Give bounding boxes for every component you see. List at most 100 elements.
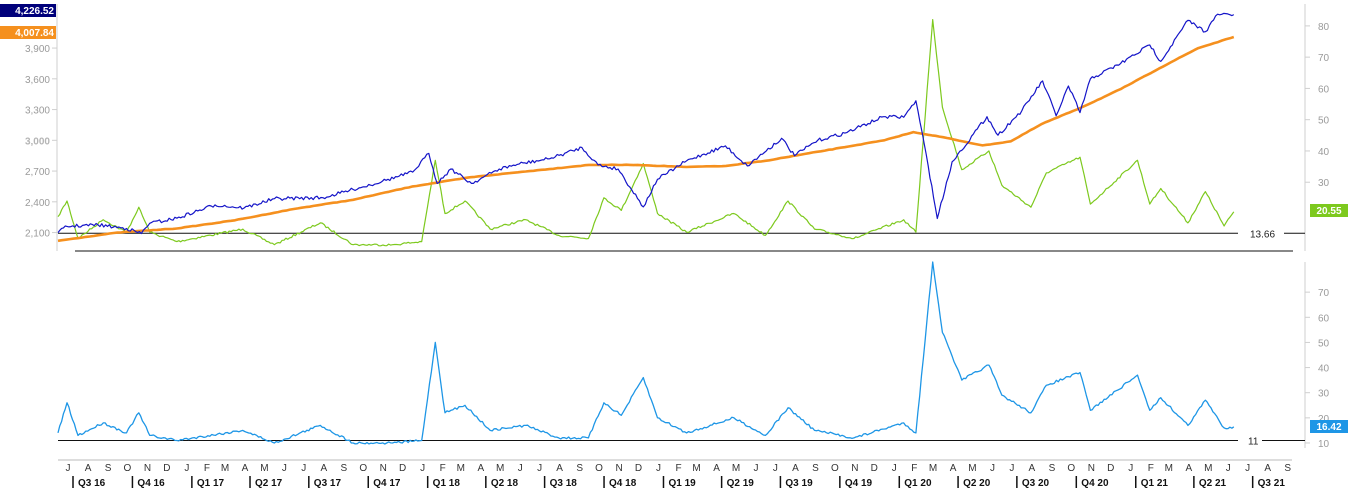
- bottom-axis-tick-label: 10: [1318, 439, 1330, 450]
- month-tick-label: J: [1245, 463, 1250, 474]
- month-tick-label: J: [537, 463, 542, 474]
- quarter-tick-label: Q2 18: [491, 478, 519, 489]
- month-tick-label: S: [812, 463, 819, 474]
- right-axis-tick-label: 40: [1318, 147, 1330, 158]
- quarter-tick-label: Q3 18: [550, 478, 578, 489]
- left-axis-tick-label: 3,300: [25, 106, 50, 117]
- month-tick-label: J: [420, 463, 425, 474]
- month-tick-label: A: [556, 463, 563, 474]
- vix-last-badge-text: 20.55: [1316, 206, 1341, 217]
- month-tick-label: F: [1148, 463, 1154, 474]
- quarter-tick-label: Q3 17: [314, 478, 342, 489]
- quarter-tick-label: Q3 21: [1258, 478, 1286, 489]
- month-tick-label: A: [950, 463, 957, 474]
- vix-bottom-badge: [1310, 420, 1348, 433]
- month-tick-label: M: [929, 463, 937, 474]
- moving-average-badge-text: 4,007.84: [15, 28, 54, 39]
- month-tick-label: J: [1226, 463, 1231, 474]
- quarter-tick-label: Q1 19: [668, 478, 696, 489]
- month-tick-label: F: [911, 463, 917, 474]
- quarter-tick-label: Q4 19: [845, 478, 873, 489]
- month-tick-label: J: [892, 463, 897, 474]
- month-tick-label: J: [518, 463, 523, 474]
- quarter-tick-label: Q1 21: [1141, 478, 1169, 489]
- quarter-tick-label: Q4 20: [1081, 478, 1109, 489]
- month-tick-label: O: [595, 463, 603, 474]
- vix-bottom-badge-text: 16.42: [1316, 422, 1341, 433]
- month-tick-label: J: [1009, 463, 1014, 474]
- quarter-tick-label: Q2 21: [1199, 478, 1227, 489]
- month-tick-label: N: [615, 463, 622, 474]
- month-tick-label: M: [1165, 463, 1173, 474]
- left-axis-tick-label: 3,000: [25, 136, 50, 147]
- month-tick-label: N: [1088, 463, 1095, 474]
- right-axis-tick-label: 50: [1318, 116, 1330, 127]
- month-tick-label: M: [968, 463, 976, 474]
- month-tick-label: M: [732, 463, 740, 474]
- month-tick-label: J: [184, 463, 189, 474]
- month-tick-label: S: [1049, 463, 1056, 474]
- month-tick-label: J: [990, 463, 995, 474]
- quarter-tick-label: Q3 19: [785, 478, 813, 489]
- month-tick-label: S: [105, 463, 112, 474]
- left-axis-tick-label: 3,600: [25, 75, 50, 86]
- month-tick-label: S: [1284, 463, 1291, 474]
- month-tick-label: M: [221, 463, 229, 474]
- month-tick-label: M: [1204, 463, 1212, 474]
- bottom-axis-tick-label: 40: [1318, 364, 1330, 375]
- month-tick-label: J: [66, 463, 71, 474]
- month-tick-label: M: [496, 463, 504, 474]
- month-tick-label: D: [163, 463, 170, 474]
- right-axis-tick-label: 30: [1318, 178, 1330, 189]
- bottom-axis-tick-label: 20: [1318, 414, 1330, 425]
- month-tick-label: F: [440, 463, 446, 474]
- month-tick-label: S: [341, 463, 348, 474]
- month-tick-label: A: [792, 463, 799, 474]
- month-tick-label: O: [359, 463, 367, 474]
- month-tick-label: S: [576, 463, 583, 474]
- month-tick-label: A: [320, 463, 327, 474]
- left-axis-tick-label: 2,400: [25, 198, 50, 209]
- month-tick-label: O: [1067, 463, 1075, 474]
- reference-label-11: 11: [1248, 436, 1259, 447]
- bottom-axis-tick-label: 50: [1318, 338, 1330, 349]
- right-axis-tick-label: 70: [1318, 53, 1330, 64]
- month-tick-label: D: [1107, 463, 1114, 474]
- bottom-axis-tick-label: 60: [1318, 313, 1330, 324]
- vix-bottom-line: [57, 261, 1235, 445]
- quarter-tick-label: Q1 18: [433, 478, 461, 489]
- month-tick-label: A: [477, 463, 484, 474]
- spx-price-line: [57, 12, 1235, 235]
- month-tick-label: A: [85, 463, 92, 474]
- right-axis-tick-label: 80: [1318, 22, 1330, 33]
- bottom-panel: 10 20 30 40 50 60 70 11 16.42: [57, 261, 1348, 450]
- quarter-tick-label: Q3 20: [1022, 478, 1050, 489]
- quarter-tick-label: Q3 16: [78, 478, 106, 489]
- last-price-badge: [0, 4, 56, 17]
- month-tick-label: F: [675, 463, 681, 474]
- month-tick-label: N: [144, 463, 151, 474]
- month-tick-label: D: [871, 463, 878, 474]
- quarter-tick-label: Q4 16: [137, 478, 165, 489]
- left-axis-tick-label: 2,100: [25, 229, 50, 240]
- quarter-tick-label: Q1 20: [904, 478, 932, 489]
- moving-average-line: [57, 35, 1235, 243]
- right-axis-tick-label: 60: [1318, 84, 1330, 95]
- quarter-tick-label: Q2 19: [727, 478, 755, 489]
- month-tick-label: N: [851, 463, 858, 474]
- month-tick-label: N: [380, 463, 387, 474]
- month-tick-label: J: [773, 463, 778, 474]
- reference-label-13-66: 13.66: [1250, 229, 1275, 240]
- month-tick-label: M: [260, 463, 268, 474]
- month-tick-label: A: [713, 463, 720, 474]
- month-tick-label: O: [124, 463, 132, 474]
- quarter-tick-label: Q2 20: [963, 478, 991, 489]
- month-tick-label: M: [692, 463, 700, 474]
- month-tick-label: J: [1128, 463, 1133, 474]
- quarter-tick-label: Q1 17: [197, 478, 225, 489]
- moving-average-badge: [0, 26, 56, 39]
- month-tick-label: J: [754, 463, 759, 474]
